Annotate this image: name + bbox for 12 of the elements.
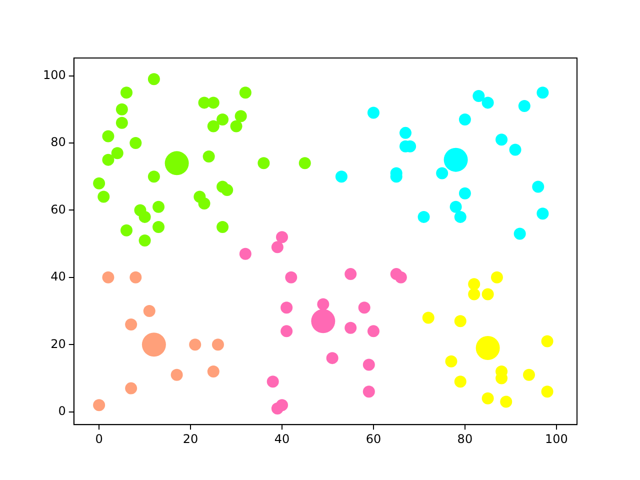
x-tick-label: 80 — [457, 432, 473, 446]
x-tick-label: 40 — [274, 432, 290, 446]
x-tick-label: 20 — [182, 432, 198, 446]
x-tick-label: 60 — [366, 432, 382, 446]
x-tick-label: 100 — [544, 432, 568, 446]
y-tick-label: 0 — [58, 404, 66, 418]
y-tick-label: 20 — [50, 336, 66, 351]
x-tick-label: 0 — [95, 432, 103, 446]
y-tick-label: 40 — [50, 270, 66, 284]
y-tick-label: 60 — [50, 202, 66, 216]
y-tick-label: 80 — [50, 135, 66, 150]
y-tick-label: 100 — [43, 68, 66, 82]
